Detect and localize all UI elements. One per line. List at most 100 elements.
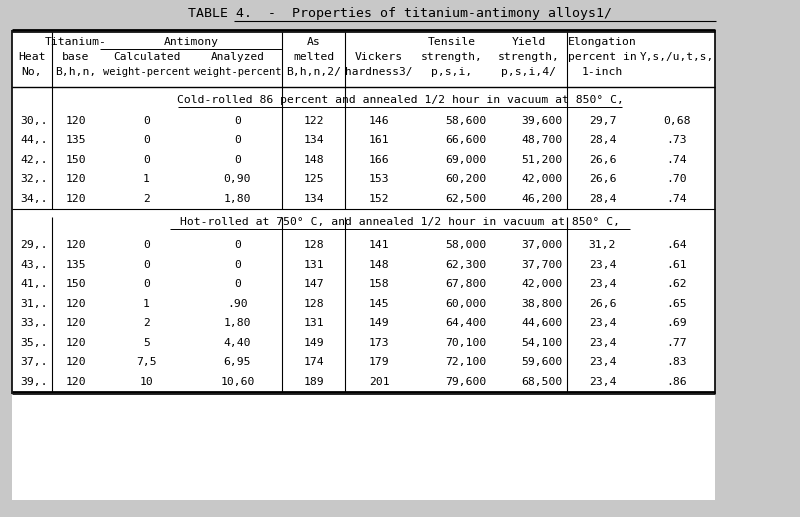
Text: 1: 1 [143,174,150,184]
Text: 0: 0 [234,116,241,126]
Text: 54,100: 54,100 [522,338,563,348]
Text: 23,4: 23,4 [589,260,616,270]
Text: 0: 0 [234,260,241,270]
Text: 68,500: 68,500 [522,377,563,387]
Text: 42,000: 42,000 [522,174,563,184]
Text: 128: 128 [303,240,324,250]
Text: 30,.: 30,. [21,116,48,126]
Text: Calculated: Calculated [113,52,180,62]
Text: 28,4: 28,4 [589,194,616,204]
Text: p,s,i,: p,s,i, [431,67,472,77]
Text: 7,5: 7,5 [136,357,157,367]
Text: 0: 0 [143,260,150,270]
Text: percent in: percent in [568,52,637,62]
Text: Titanium-: Titanium- [45,37,107,47]
Text: B,h,n,: B,h,n, [55,67,97,77]
Text: 41,.: 41,. [21,279,48,289]
Text: 131: 131 [303,318,324,328]
Text: Heat: Heat [18,52,46,62]
Text: .62: .62 [666,279,687,289]
Text: 146: 146 [369,116,390,126]
Text: 39,600: 39,600 [522,116,563,126]
Text: 62,500: 62,500 [445,194,486,204]
Text: .83: .83 [666,357,687,367]
Text: 0,90: 0,90 [224,174,251,184]
Text: 153: 153 [369,174,390,184]
Text: .73: .73 [666,135,687,145]
Text: B,h,n,2/: B,h,n,2/ [286,67,341,77]
Text: 149: 149 [369,318,390,328]
Text: 70,100: 70,100 [445,338,486,348]
Text: 42,000: 42,000 [522,279,563,289]
Text: No,: No, [22,67,42,77]
Text: As: As [306,37,320,47]
Text: 189: 189 [303,377,324,387]
Text: 0: 0 [143,116,150,126]
Text: 158: 158 [369,279,390,289]
Text: 39,.: 39,. [21,377,48,387]
Text: .70: .70 [666,174,687,184]
Text: 69,000: 69,000 [445,155,486,165]
Text: 0: 0 [234,155,241,165]
Text: .77: .77 [666,338,687,348]
Text: 0: 0 [234,135,241,145]
Text: 2: 2 [143,194,150,204]
Text: .90: .90 [227,299,248,309]
Text: 135: 135 [66,260,86,270]
Text: Vickers: Vickers [355,52,403,62]
Text: 23,4: 23,4 [589,279,616,289]
Text: 1,80: 1,80 [224,318,251,328]
Text: 26,6: 26,6 [589,299,616,309]
Text: 44,.: 44,. [21,135,48,145]
Text: Tensile: Tensile [427,37,475,47]
Text: 152: 152 [369,194,390,204]
Text: .64: .64 [666,240,687,250]
Text: 23,4: 23,4 [589,357,616,367]
Text: 1: 1 [143,299,150,309]
Text: 5: 5 [143,338,150,348]
Text: 2: 2 [143,318,150,328]
Text: Yield: Yield [511,37,546,47]
Text: 149: 149 [303,338,324,348]
Text: 120: 120 [66,338,86,348]
Text: Cold-rolled 86 percent and annealed 1/2 hour in vacuum at 850° C,: Cold-rolled 86 percent and annealed 1/2 … [177,95,623,105]
Text: 120: 120 [66,377,86,387]
Text: 161: 161 [369,135,390,145]
Text: 46,200: 46,200 [522,194,563,204]
Text: 6,95: 6,95 [224,357,251,367]
Text: .74: .74 [666,155,687,165]
Text: 31,.: 31,. [21,299,48,309]
Text: .69: .69 [666,318,687,328]
Text: 148: 148 [369,260,390,270]
Text: melted: melted [293,52,334,62]
Text: 131: 131 [303,260,324,270]
Text: 44,600: 44,600 [522,318,563,328]
Text: 23,4: 23,4 [589,318,616,328]
Text: 125: 125 [303,174,324,184]
Text: 0,68: 0,68 [662,116,690,126]
Text: 35,.: 35,. [21,338,48,348]
Text: 174: 174 [303,357,324,367]
Text: 64,400: 64,400 [445,318,486,328]
Text: 37,.: 37,. [21,357,48,367]
Text: 120: 120 [66,357,86,367]
Text: 0: 0 [143,279,150,289]
Text: 23,4: 23,4 [589,377,616,387]
Text: 72,100: 72,100 [445,357,486,367]
Text: 37,000: 37,000 [522,240,563,250]
Text: 48,700: 48,700 [522,135,563,145]
Text: 173: 173 [369,338,390,348]
Text: 120: 120 [66,194,86,204]
Text: 141: 141 [369,240,390,250]
Text: 58,000: 58,000 [445,240,486,250]
Text: strength,: strength, [498,52,559,62]
Text: 28,4: 28,4 [589,135,616,145]
Text: 60,200: 60,200 [445,174,486,184]
Text: 120: 120 [66,299,86,309]
Text: 66,600: 66,600 [445,135,486,145]
Text: 166: 166 [369,155,390,165]
Text: hardness3/: hardness3/ [346,67,413,77]
Text: 179: 179 [369,357,390,367]
Text: 42,.: 42,. [21,155,48,165]
Text: 150: 150 [66,155,86,165]
